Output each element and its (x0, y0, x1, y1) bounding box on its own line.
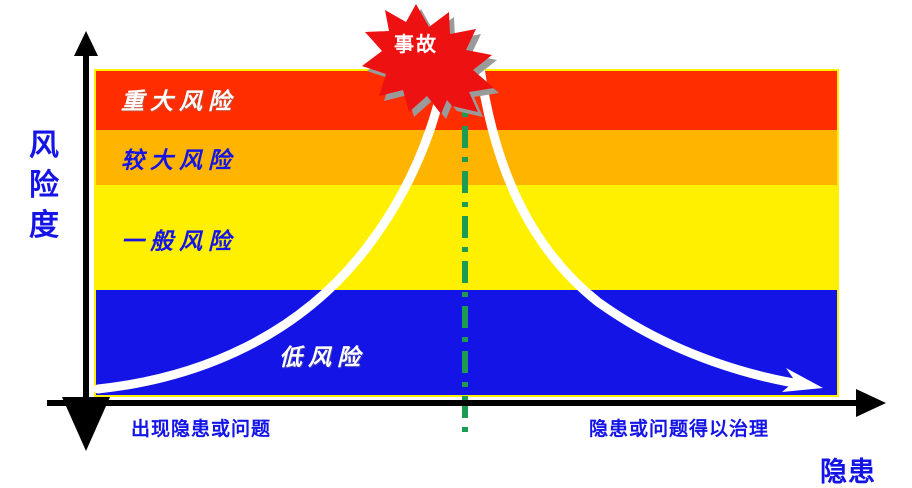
accident-burst-shape (362, 4, 499, 119)
y-axis-title: 风 险 度 (14, 126, 74, 246)
burst-polygon (362, 4, 494, 114)
accident-burst-label: 事故 (394, 32, 438, 56)
band-label-high-risk: 较大风险 (121, 147, 237, 174)
y-axis-char-1: 风 (29, 128, 59, 163)
band-label-low-risk: 低风险 (279, 344, 366, 371)
band-label-major-risk: 重大风险 (121, 88, 237, 115)
risk-fall-curve (475, 63, 823, 392)
x-axis-left-caption: 出现隐患或问题 (131, 418, 272, 440)
axes-group (47, 31, 886, 451)
y-axis-arrowhead (74, 31, 98, 56)
y-axis-char-3: 度 (29, 208, 59, 243)
band-label-general-risk: 一般风险 (121, 228, 237, 255)
y-axis-char-2: 险 (29, 168, 59, 203)
x-axis-arrowhead (856, 389, 886, 417)
x-axis-title: 隐患 (820, 457, 876, 488)
band-rect-low (95, 290, 838, 396)
x-axis-right-caption: 隐患或问题得以治理 (589, 418, 770, 440)
